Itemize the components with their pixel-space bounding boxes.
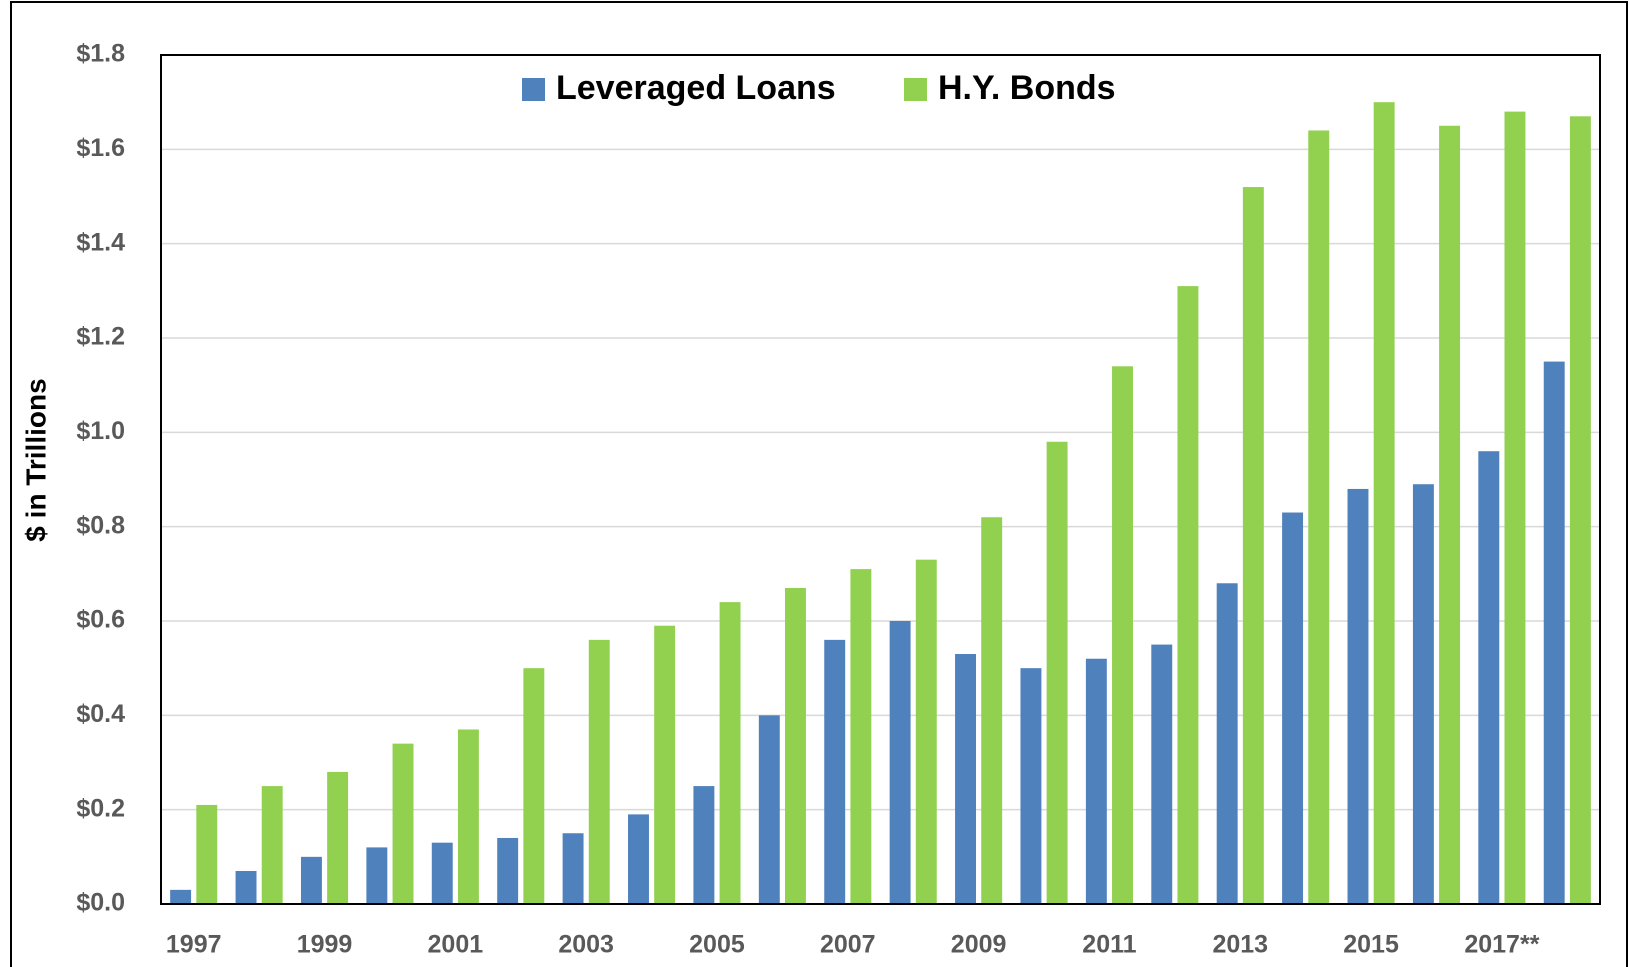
bar (588, 639, 610, 904)
bar (170, 889, 192, 904)
bar (1373, 102, 1395, 904)
bar (693, 786, 715, 904)
legend-swatch (904, 78, 927, 101)
chart-frame (10, 1, 1628, 967)
x-tick-label: 2003 (558, 931, 614, 959)
bar (392, 743, 414, 904)
y-tick-label: $1.0 (76, 417, 125, 445)
bar (1046, 441, 1068, 904)
y-tick-label: $0.8 (76, 511, 125, 539)
x-tick-label: 1997 (166, 931, 222, 959)
bar (1569, 116, 1591, 905)
x-tick-label: 1999 (297, 931, 353, 959)
bar (261, 786, 283, 904)
bar (1020, 668, 1042, 904)
x-tick-label: 2001 (428, 931, 484, 959)
legend-label: Leveraged Loans (556, 69, 836, 107)
bar (457, 729, 479, 904)
x-tick-label: 2017** (1464, 931, 1539, 959)
bar (850, 569, 872, 904)
y-tick-label: $0.6 (76, 606, 125, 634)
bar (889, 621, 911, 904)
y-tick-label: $1.8 (76, 40, 125, 68)
bar (1504, 111, 1526, 905)
bar (1347, 488, 1369, 904)
bar (1112, 366, 1133, 904)
x-tick-label: 2005 (689, 931, 745, 959)
y-tick-label: $1.6 (76, 134, 125, 162)
y-axis-label: $ in Trillions (20, 378, 51, 541)
bar (1177, 286, 1199, 904)
y-tick-label: $0.0 (76, 889, 125, 917)
legend-swatch (522, 78, 545, 101)
bar (785, 587, 806, 904)
x-tick-label: 2007 (820, 931, 876, 959)
bar (981, 517, 1003, 904)
y-tick-label: $0.4 (76, 700, 125, 728)
bar (235, 870, 257, 904)
bar (1308, 130, 1330, 904)
bar (758, 715, 780, 904)
bar (1439, 125, 1461, 904)
x-tick-label: 2013 (1212, 931, 1268, 959)
bar (327, 771, 349, 904)
bar (1282, 512, 1304, 904)
bar (300, 856, 322, 904)
bar (196, 804, 218, 904)
bar (915, 559, 937, 904)
y-tick-label: $1.2 (76, 323, 125, 351)
bar (1242, 187, 1264, 905)
bar (523, 668, 545, 904)
legend-label: H.Y. Bonds (938, 69, 1116, 107)
bar (1085, 658, 1107, 904)
bar (497, 837, 519, 904)
y-tick-label: $1.4 (76, 228, 125, 256)
y-tick-label: $0.2 (76, 794, 125, 822)
bar (1151, 644, 1173, 904)
bar (654, 625, 676, 904)
bar (1478, 451, 1500, 904)
x-tick-label: 2015 (1343, 931, 1399, 959)
bar (628, 814, 649, 904)
bar (562, 833, 584, 904)
bar (431, 842, 453, 904)
x-tick-label: 2009 (951, 931, 1007, 959)
x-tick-label: 2011 (1082, 931, 1136, 959)
bar (366, 847, 388, 904)
bar (1412, 484, 1434, 904)
bar (719, 602, 741, 904)
bar (955, 654, 976, 904)
bar (824, 639, 846, 904)
bar (1543, 361, 1565, 904)
bar (1216, 583, 1238, 904)
